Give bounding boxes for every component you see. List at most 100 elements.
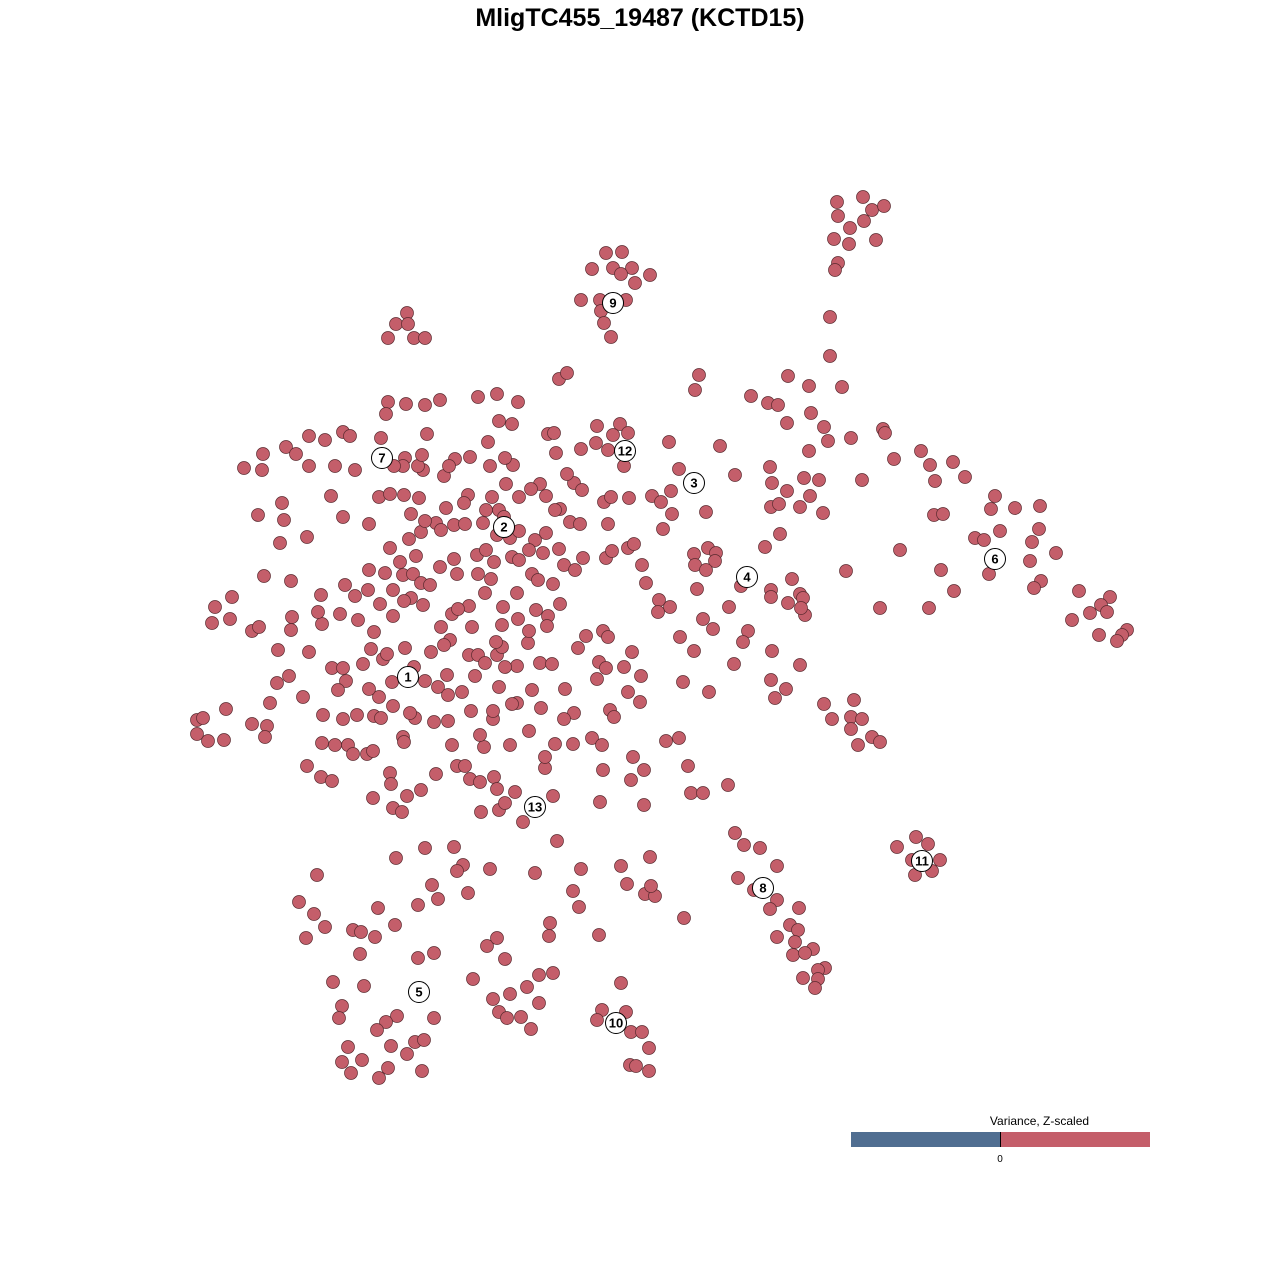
point [847, 693, 861, 707]
point [549, 446, 563, 460]
point [485, 490, 499, 504]
point [416, 598, 430, 612]
point [993, 524, 1007, 538]
point [1023, 554, 1037, 568]
point [575, 483, 589, 497]
point [490, 387, 504, 401]
point [398, 641, 412, 655]
point [487, 555, 501, 569]
point [217, 733, 231, 747]
point [816, 506, 830, 520]
point [923, 458, 937, 472]
cluster-label-circle [614, 440, 636, 462]
point [524, 1022, 538, 1036]
point [579, 629, 593, 643]
point [934, 563, 948, 577]
point [589, 436, 603, 450]
point [307, 907, 321, 921]
point [424, 645, 438, 659]
point [289, 447, 303, 461]
point [933, 853, 947, 867]
point [1032, 522, 1046, 536]
point [781, 369, 795, 383]
point [495, 618, 509, 632]
point [721, 778, 735, 792]
point [478, 656, 492, 670]
point [425, 878, 439, 892]
point [893, 543, 907, 557]
cluster-label-text: 10 [609, 1016, 623, 1031]
point [285, 610, 299, 624]
point [364, 642, 378, 656]
cluster-label-circle [605, 1012, 627, 1034]
point [372, 690, 386, 704]
point [245, 717, 259, 731]
point [812, 473, 826, 487]
cluster-label-11: 11 [911, 850, 933, 872]
cluster-label-10: 10 [605, 1012, 627, 1034]
point [642, 1041, 656, 1055]
point [516, 815, 530, 829]
point [522, 543, 536, 557]
point [574, 442, 588, 456]
cluster-label-text: 11 [915, 854, 929, 869]
point [773, 527, 787, 541]
point [643, 850, 657, 864]
point [374, 431, 388, 445]
point [605, 544, 619, 558]
point [1103, 590, 1117, 604]
point [542, 929, 556, 943]
point [828, 263, 842, 277]
point [644, 879, 658, 893]
point [379, 407, 393, 421]
point [325, 774, 339, 788]
point [343, 429, 357, 443]
point [473, 728, 487, 742]
point [599, 246, 613, 260]
cluster-label-circle [602, 292, 624, 314]
point [921, 837, 935, 851]
point [803, 489, 817, 503]
point [522, 624, 536, 638]
point [538, 750, 552, 764]
point [371, 901, 385, 915]
cluster-label-3: 3 [683, 472, 705, 494]
point [386, 699, 400, 713]
point [817, 697, 831, 711]
point [625, 261, 639, 275]
point [823, 310, 837, 324]
point [521, 636, 535, 650]
point [1065, 613, 1079, 627]
point [553, 597, 567, 611]
point [613, 417, 627, 431]
point [770, 859, 784, 873]
point [687, 644, 701, 658]
point [877, 199, 891, 213]
point [727, 657, 741, 671]
point [447, 552, 461, 566]
point [781, 596, 795, 610]
point [958, 470, 972, 484]
point [417, 1033, 431, 1047]
cluster-label-text: 8 [759, 881, 766, 896]
point [400, 789, 414, 803]
point [590, 419, 604, 433]
point [592, 928, 606, 942]
point [988, 489, 1002, 503]
point [316, 708, 330, 722]
point [205, 616, 219, 630]
point [529, 603, 543, 617]
point [684, 786, 698, 800]
point [771, 398, 785, 412]
point [855, 473, 869, 487]
point [402, 532, 416, 546]
point [302, 459, 316, 473]
point [546, 789, 560, 803]
point [614, 267, 628, 281]
point [659, 734, 673, 748]
point [855, 712, 869, 726]
point [476, 516, 490, 530]
point [643, 268, 657, 282]
point [1033, 499, 1047, 513]
point [639, 576, 653, 590]
